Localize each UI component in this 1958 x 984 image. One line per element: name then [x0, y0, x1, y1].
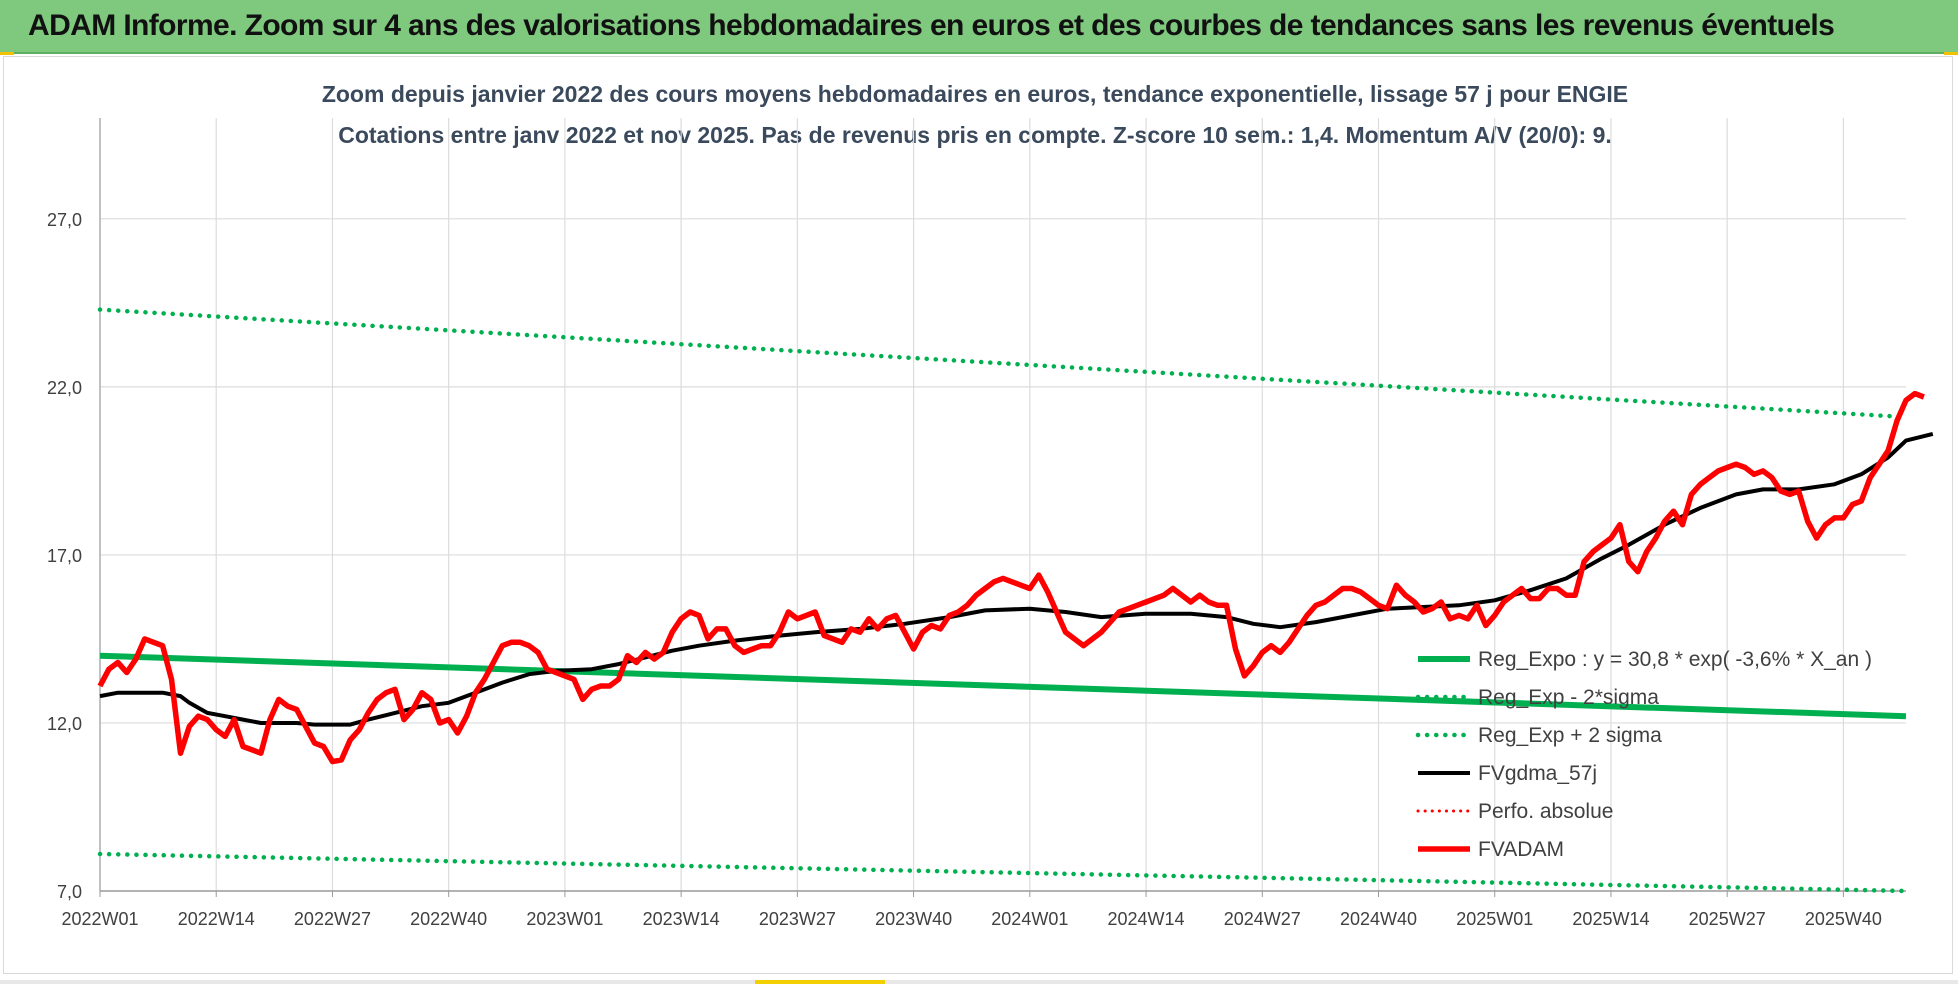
banner-title: ADAM Informe. Zoom sur 4 ans des valoris…	[28, 9, 1835, 42]
x-tick-label: 2024W14	[1108, 909, 1185, 929]
bottom-mark	[755, 980, 885, 984]
x-tick-label: 2025W14	[1572, 909, 1649, 929]
x-tick-label: 2023W14	[643, 909, 720, 929]
title-banner: ADAM Informe. Zoom sur 4 ans des valoris…	[0, 0, 1958, 54]
x-tick-label: 2024W27	[1224, 909, 1301, 929]
chart-frame	[3, 56, 1953, 974]
x-tick-label: 2022W14	[178, 909, 255, 929]
y-tick-label: 12,0	[47, 714, 82, 734]
series-line-reg-exp-2-sigma	[97, 851, 1909, 894]
series-line-reg-expo-y-30-8-exp-3-6-x-an	[99, 652, 1907, 720]
x-tick-label: 2025W27	[1689, 909, 1766, 929]
x-tick-label: 2022W40	[410, 909, 487, 929]
bottom-bar	[0, 980, 1958, 984]
series-line-reg-exp-2-sigma	[97, 307, 1909, 420]
y-tick-label: 7,0	[57, 882, 82, 902]
legend-label-reg-expo-y-30-8-exp-3-6-x-an: Reg_Expo : y = 30,8 * exp( -3,6% * X_an …	[1478, 648, 1872, 671]
chart-title: Zoom depuis janvier 2022 des cours moyen…	[322, 81, 1628, 107]
y-tick-label: 27,0	[47, 210, 82, 230]
x-tick-label: 2022W01	[61, 909, 138, 929]
x-tick-label: 2022W27	[294, 909, 371, 929]
legend: Reg_Expo : y = 30,8 * exp( -3,6% * X_an …	[1415, 648, 1872, 861]
axes: 7,0 12,0 17,0 22,0 27,0 2022W01 2022W14 2022W27…	[47, 118, 1906, 929]
legend-label-reg-exp-2-sigma: Reg_Exp + 2 sigma	[1478, 724, 1662, 747]
legend-label-fvadam: FVADAM	[1478, 838, 1564, 861]
y-tick-label: 17,0	[47, 546, 82, 566]
corner-mark-left	[0, 52, 14, 55]
x-tick-label: 2023W01	[526, 909, 603, 929]
x-tick-label: 2025W01	[1456, 909, 1533, 929]
corner-mark-right	[1944, 52, 1958, 55]
x-tick-label: 2024W01	[991, 909, 1068, 929]
gridlines	[100, 118, 1906, 891]
x-tick-label: 2024W40	[1340, 909, 1417, 929]
chart-subtitle: Cotations entre janv 2022 et nov 2025. P…	[338, 122, 1612, 148]
legend-label-perfo-absolue: Perfo. absolue	[1478, 800, 1613, 823]
series-line-fvgdma-57j	[99, 431, 1934, 727]
legend-label-reg-exp-2-sigma: Reg_Exp - 2*sigma	[1478, 686, 1659, 709]
series-line-fvadam	[97, 390, 1925, 765]
y-tick-label: 22,0	[47, 378, 82, 398]
plot-area	[97, 307, 1934, 894]
legend-label-fvgdma-57j: FVgdma_57j	[1478, 762, 1597, 785]
x-tick-label: 2025W40	[1805, 909, 1882, 929]
x-tick-label: 2023W40	[875, 909, 952, 929]
x-tick-label: 2023W27	[759, 909, 836, 929]
